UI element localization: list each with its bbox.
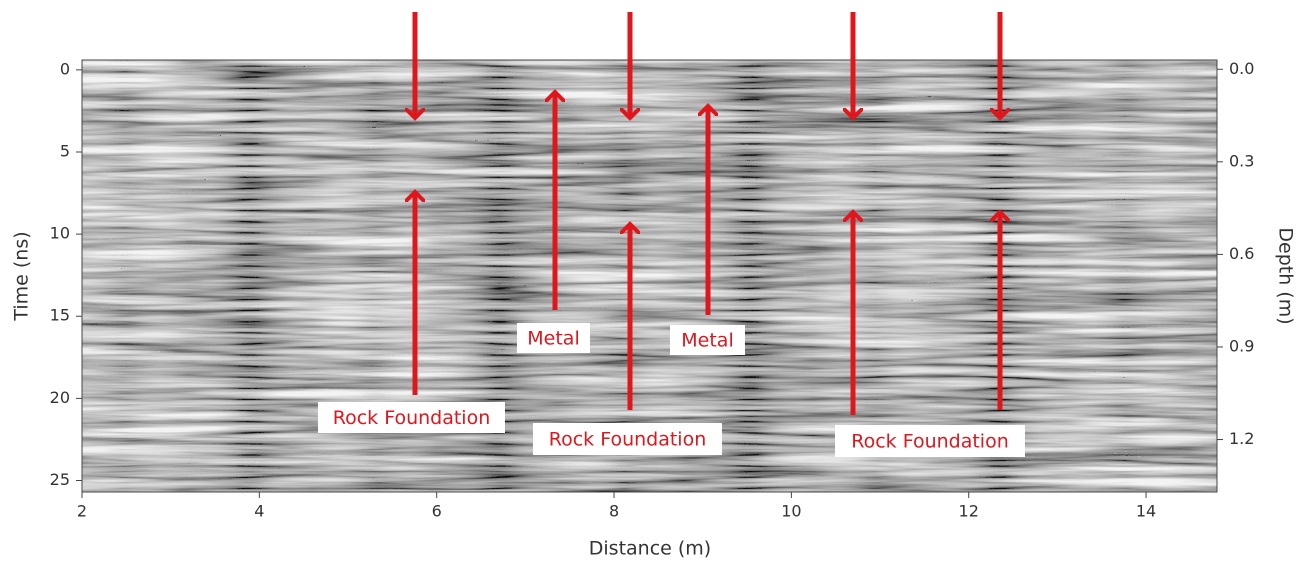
annotation-box	[835, 425, 1025, 457]
y2-tick-label: 0.6	[1229, 244, 1254, 263]
annotation-box	[533, 423, 722, 455]
y2-tick-label: 0.0	[1229, 59, 1254, 78]
y-tick-label: 20	[50, 388, 70, 407]
x-tick-label: 6	[432, 502, 442, 521]
x-axis-label: Distance (m)	[589, 538, 711, 560]
x-tick-label: 2	[77, 502, 87, 521]
y2-tick-label: 1.2	[1229, 429, 1254, 448]
y-tick-label: 0	[60, 59, 70, 78]
y-tick-label: 10	[50, 224, 70, 243]
x-tick-label: 14	[1136, 502, 1156, 521]
radargram-texture	[82, 60, 1217, 492]
y2-tick-label: 0.9	[1229, 336, 1254, 355]
x-tick-label: 10	[781, 502, 801, 521]
annotation-box	[670, 325, 745, 355]
y-tick-label: 15	[50, 306, 70, 325]
annotation-label: Rock Foundation	[333, 407, 491, 429]
y2-axis-label: Depth (m)	[1275, 227, 1297, 324]
x-tick-label: 4	[254, 502, 264, 521]
plot-frame	[81, 59, 1218, 493]
annotation-label: Metal	[681, 330, 733, 352]
y-tick-label: 25	[50, 470, 70, 489]
annotation-label: Rock Foundation	[549, 429, 707, 451]
annotation-label: Metal	[527, 328, 579, 350]
annotation-box	[517, 323, 590, 353]
annotation-box	[318, 402, 505, 433]
y2-tick-label: 0.3	[1229, 151, 1254, 170]
x-tick-label: 12	[959, 502, 979, 521]
annotation-label: Rock Foundation	[851, 431, 1009, 453]
y-axis-label: Time (ns)	[11, 231, 33, 321]
x-tick-label: 8	[609, 502, 619, 521]
y-tick-label: 5	[60, 141, 70, 160]
